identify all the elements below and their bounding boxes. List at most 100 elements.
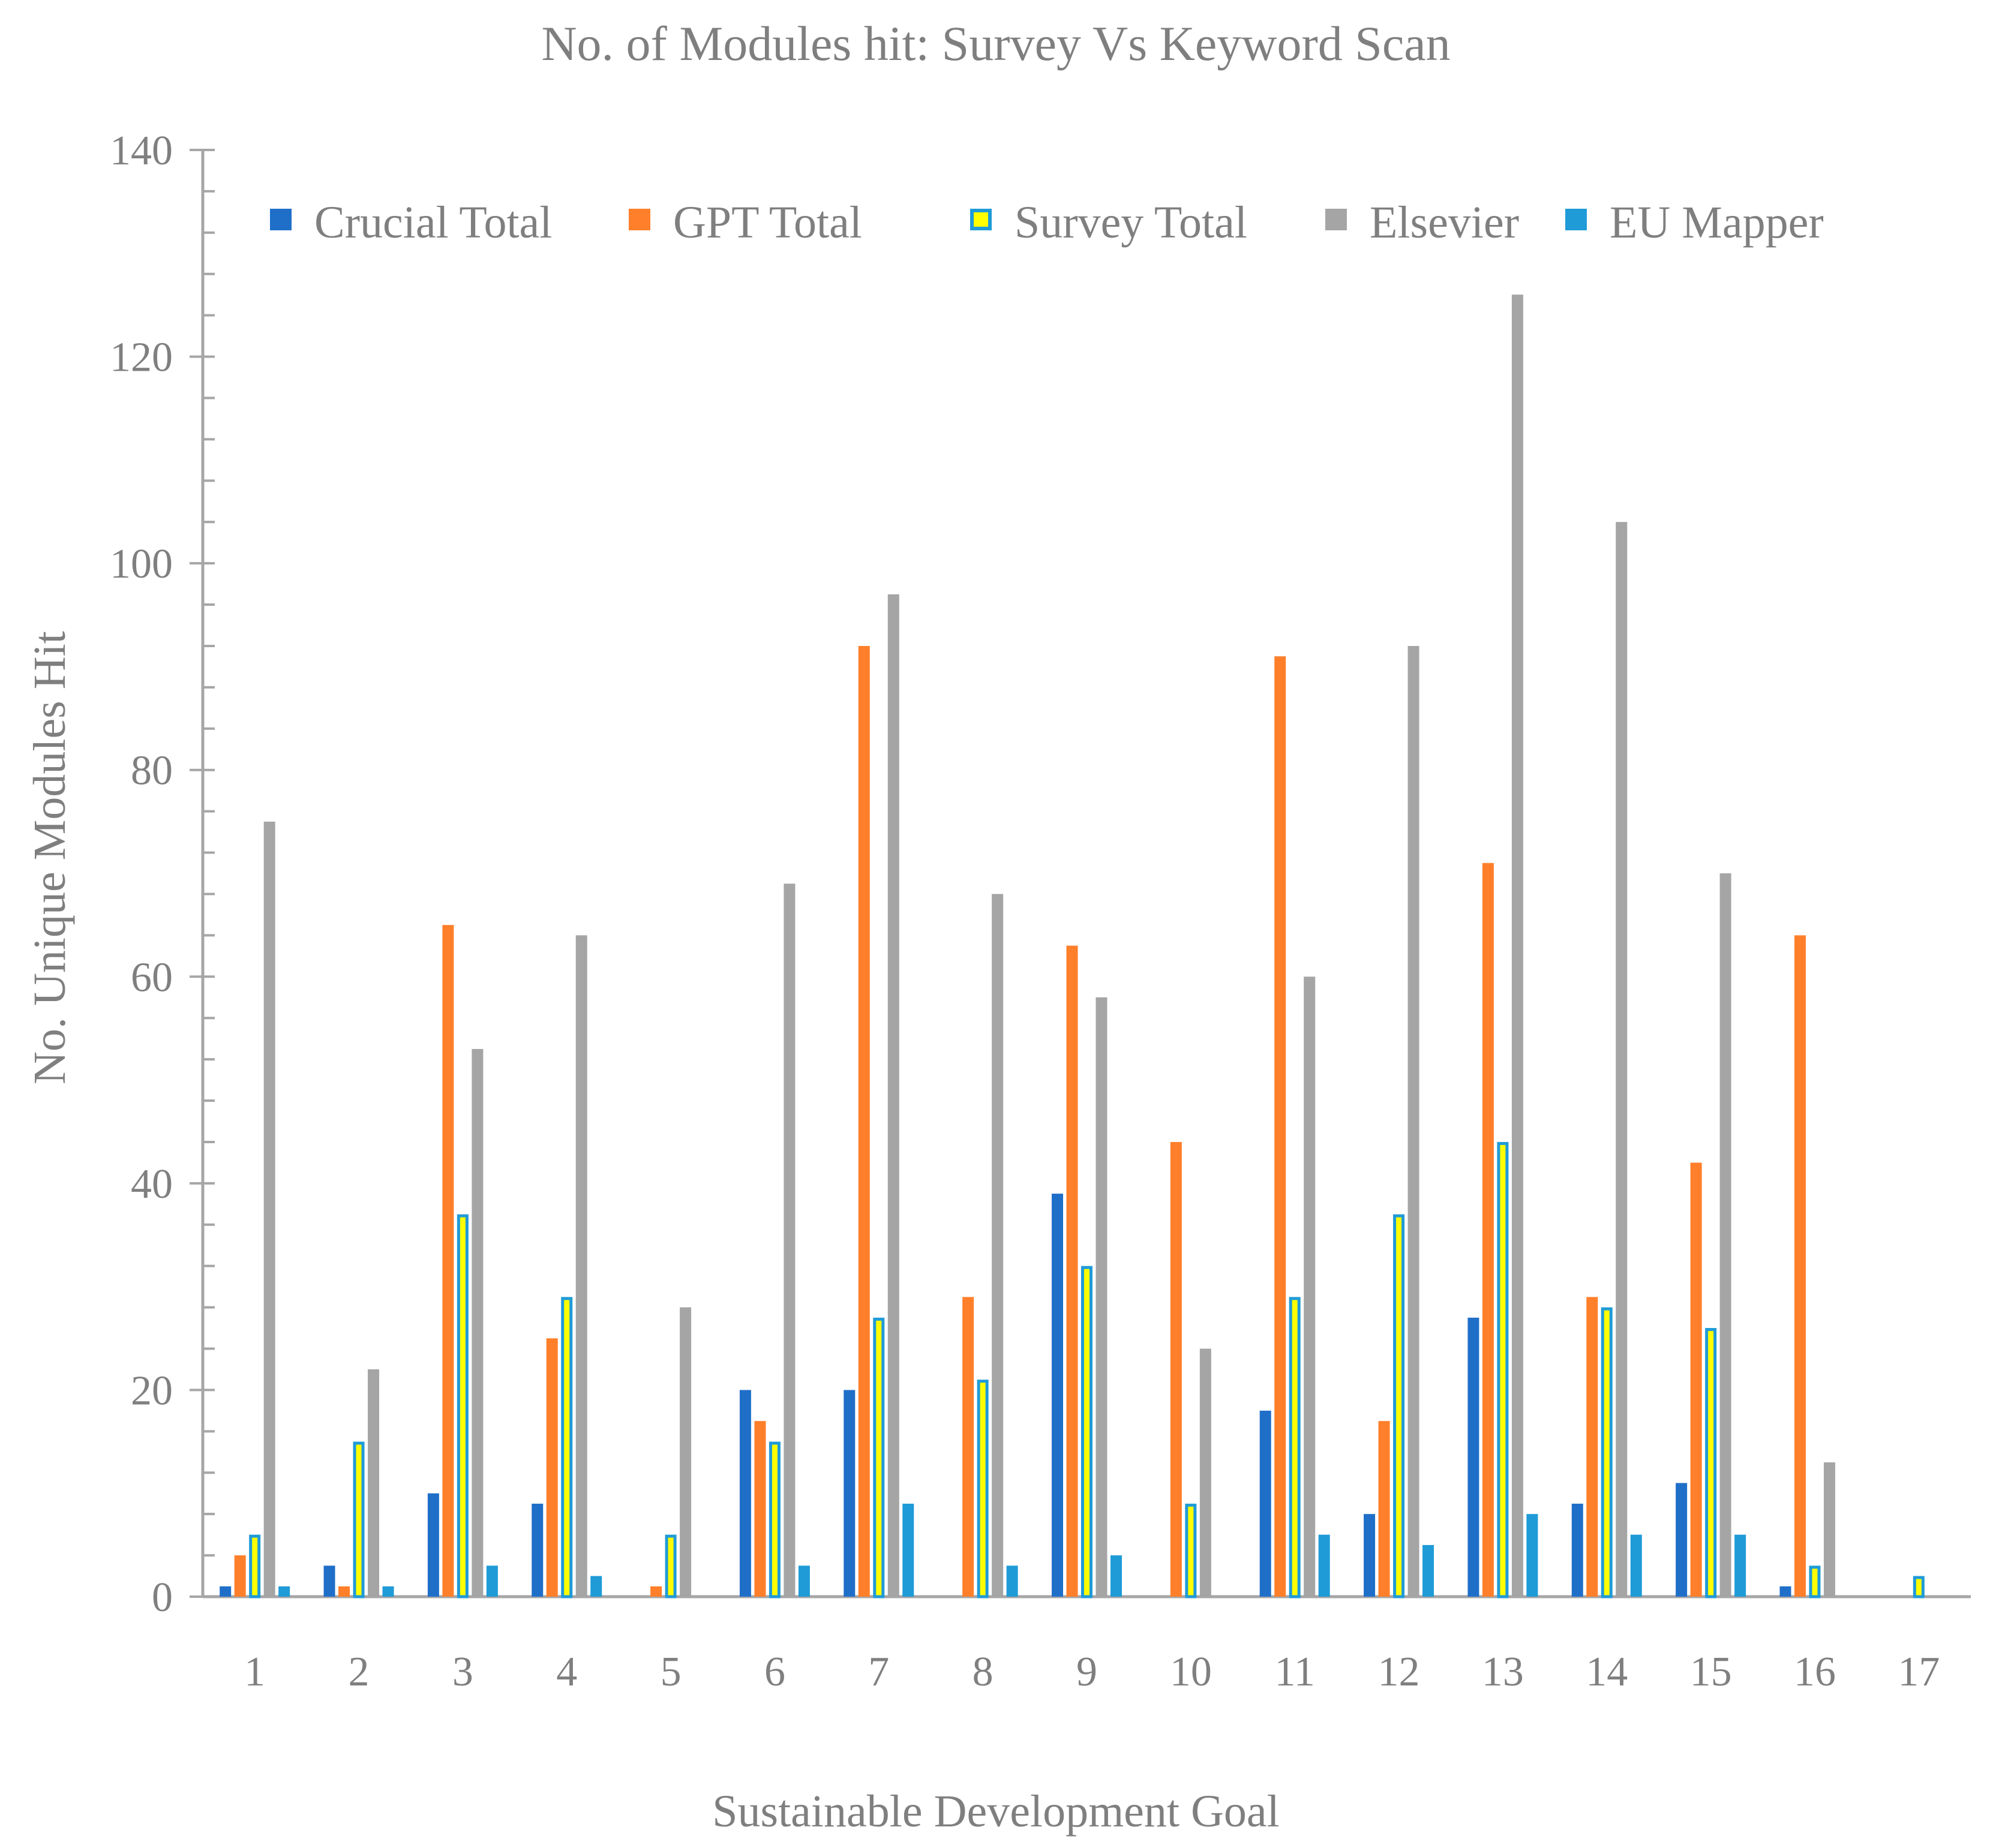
bar-survey-total-sdg-15 xyxy=(1705,1328,1717,1598)
bar-survey-total-sdg-12 xyxy=(1393,1214,1405,1598)
bar-survey-total-sdg-9 xyxy=(1081,1266,1092,1598)
bar-eu-mapper-sdg-8 xyxy=(1006,1565,1018,1597)
y-axis-title: No. Unique Modules Hit xyxy=(25,631,75,1084)
x-axis-title: Sustainable Development Goal xyxy=(712,1786,1280,1837)
y-tick-label: 140 xyxy=(110,128,173,174)
x-tick-label: 2 xyxy=(349,1649,370,1695)
x-tick-label: 1 xyxy=(244,1649,265,1695)
bar-gpt-total-sdg-3 xyxy=(442,925,454,1597)
bar-elsevier-sdg-1 xyxy=(263,821,275,1597)
x-tick-label: 7 xyxy=(868,1649,889,1695)
x-tick-label: 12 xyxy=(1378,1649,1420,1695)
bar-gpt-total-sdg-6 xyxy=(754,1421,766,1597)
bar-elsevier-sdg-3 xyxy=(472,1048,484,1597)
legend-item-elsevier: Elsevier xyxy=(1325,197,1519,248)
bar-crucial-total-sdg-3 xyxy=(427,1493,439,1597)
legend-item-gpt-total: GPT Total xyxy=(629,197,862,248)
bar-crucial-total-sdg-2 xyxy=(323,1565,335,1597)
bar-gpt-total-sdg-9 xyxy=(1066,945,1078,1597)
bar-crucial-total-sdg-4 xyxy=(532,1503,544,1597)
bar-elsevier-sdg-15 xyxy=(1719,873,1731,1597)
legend-item-crucial-total: Crucial Total xyxy=(270,197,552,248)
bar-survey-total-sdg-3 xyxy=(457,1214,469,1598)
bar-eu-mapper-sdg-9 xyxy=(1110,1555,1122,1597)
bar-survey-total-sdg-10 xyxy=(1185,1503,1197,1598)
bar-survey-total-sdg-4 xyxy=(561,1297,573,1598)
legend-item-eu-mapper: EU Mapper xyxy=(1565,197,1824,248)
bar-gpt-total-sdg-7 xyxy=(858,645,870,1597)
bar-survey-total-sdg-17 xyxy=(1913,1576,1925,1598)
bar-survey-total-sdg-8 xyxy=(977,1380,989,1598)
x-tick-label: 13 xyxy=(1482,1649,1524,1695)
bar-gpt-total-sdg-2 xyxy=(338,1586,350,1597)
bar-survey-total-sdg-1 xyxy=(249,1534,261,1598)
x-tick-label: 4 xyxy=(556,1649,577,1695)
y-tick-label: 120 xyxy=(110,335,173,381)
bar-gpt-total-sdg-15 xyxy=(1690,1162,1702,1597)
bar-eu-mapper-sdg-1 xyxy=(278,1586,290,1597)
bar-gpt-total-sdg-1 xyxy=(234,1555,246,1597)
bar-eu-mapper-sdg-14 xyxy=(1630,1534,1642,1597)
y-tick-label: 100 xyxy=(110,541,173,587)
bar-elsevier-sdg-8 xyxy=(992,894,1004,1597)
bar-elsevier-sdg-16 xyxy=(1823,1462,1835,1597)
bar-survey-total-sdg-6 xyxy=(769,1441,781,1598)
bar-crucial-total-sdg-9 xyxy=(1052,1194,1063,1597)
legend-label: Elsevier xyxy=(1370,197,1519,248)
bar-crucial-total-sdg-6 xyxy=(739,1390,751,1597)
x-tick-label: 6 xyxy=(764,1649,785,1695)
bar-elsevier-sdg-10 xyxy=(1199,1348,1211,1597)
bar-crucial-total-sdg-12 xyxy=(1364,1514,1376,1597)
bar-eu-mapper-sdg-2 xyxy=(382,1586,394,1597)
legend-label: Crucial Total xyxy=(314,197,552,248)
x-tick-label: 3 xyxy=(452,1649,473,1695)
bar-gpt-total-sdg-8 xyxy=(962,1297,974,1597)
bar-gpt-total-sdg-13 xyxy=(1482,863,1494,1597)
bar-elsevier-sdg-7 xyxy=(887,594,899,1597)
bar-elsevier-sdg-12 xyxy=(1407,645,1419,1597)
bar-elsevier-sdg-14 xyxy=(1616,522,1628,1597)
bar-survey-total-sdg-14 xyxy=(1601,1307,1613,1598)
bar-crucial-total-sdg-7 xyxy=(844,1390,856,1597)
bar-gpt-total-sdg-5 xyxy=(650,1586,662,1597)
legend-swatch xyxy=(1565,209,1587,230)
bar-survey-total-sdg-5 xyxy=(665,1534,677,1598)
bar-eu-mapper-sdg-11 xyxy=(1318,1534,1330,1597)
bar-gpt-total-sdg-10 xyxy=(1170,1141,1182,1597)
bar-crucial-total-sdg-14 xyxy=(1571,1503,1583,1597)
bar-eu-mapper-sdg-4 xyxy=(590,1576,602,1597)
legend-item-survey-total: Survey Total xyxy=(970,197,1247,248)
chart-title: No. of Modules hit: Survey Vs Keyword Sc… xyxy=(541,16,1450,71)
legend-swatch xyxy=(270,209,292,230)
x-tick-label: 9 xyxy=(1076,1649,1097,1695)
bar-eu-mapper-sdg-15 xyxy=(1734,1534,1746,1597)
x-tick-label: 5 xyxy=(661,1649,682,1695)
bar-crucial-total-sdg-15 xyxy=(1676,1483,1688,1597)
bar-elsevier-sdg-5 xyxy=(680,1307,692,1597)
bar-elsevier-sdg-11 xyxy=(1304,976,1316,1597)
y-tick-label: 0 xyxy=(152,1574,173,1621)
bar-gpt-total-sdg-11 xyxy=(1274,656,1286,1597)
bar-survey-total-sdg-7 xyxy=(873,1317,885,1598)
x-tick-label: 8 xyxy=(973,1649,994,1695)
bar-survey-total-sdg-2 xyxy=(353,1441,365,1598)
bar-eu-mapper-sdg-3 xyxy=(486,1565,498,1597)
y-tick-label: 40 xyxy=(131,1161,173,1207)
legend-label: EU Mapper xyxy=(1610,197,1824,248)
y-tick-label: 80 xyxy=(131,748,173,794)
x-tick-label: 15 xyxy=(1690,1649,1732,1695)
legend: Crucial Total GPT Total Survey Total Elsevi… xyxy=(270,197,1824,248)
bar-survey-total-sdg-11 xyxy=(1289,1297,1301,1598)
y-tick-label: 60 xyxy=(131,954,173,1000)
bar-crucial-total-sdg-16 xyxy=(1779,1586,1791,1597)
bar-survey-total-sdg-16 xyxy=(1809,1565,1821,1598)
bar-eu-mapper-sdg-12 xyxy=(1422,1544,1434,1597)
legend-label: Survey Total xyxy=(1014,197,1247,248)
bar-gpt-total-sdg-4 xyxy=(546,1338,558,1597)
bar-elsevier-sdg-6 xyxy=(784,884,796,1597)
legend-swatch xyxy=(1325,209,1347,230)
legend-swatch xyxy=(629,209,650,230)
bar-gpt-total-sdg-12 xyxy=(1378,1421,1390,1597)
bar-elsevier-sdg-13 xyxy=(1511,295,1523,1597)
